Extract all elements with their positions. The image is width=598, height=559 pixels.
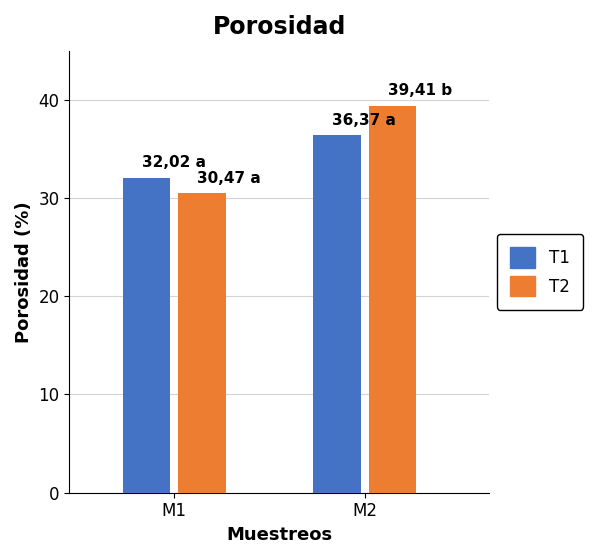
Title: Porosidad: Porosidad [212, 15, 346, 39]
Y-axis label: Porosidad (%): Porosidad (%) [15, 201, 33, 343]
Bar [313, 135, 361, 492]
Bar [123, 178, 170, 492]
Bar [178, 193, 225, 492]
Text: 39,41 b: 39,41 b [388, 83, 452, 98]
Legend: T1, T2: T1, T2 [497, 234, 583, 310]
Text: 32,02 a: 32,02 a [142, 155, 206, 170]
Bar [369, 106, 416, 492]
Text: 36,37 a: 36,37 a [332, 112, 396, 127]
X-axis label: Muestreos: Muestreos [226, 526, 332, 544]
Text: 30,47 a: 30,47 a [197, 170, 261, 186]
